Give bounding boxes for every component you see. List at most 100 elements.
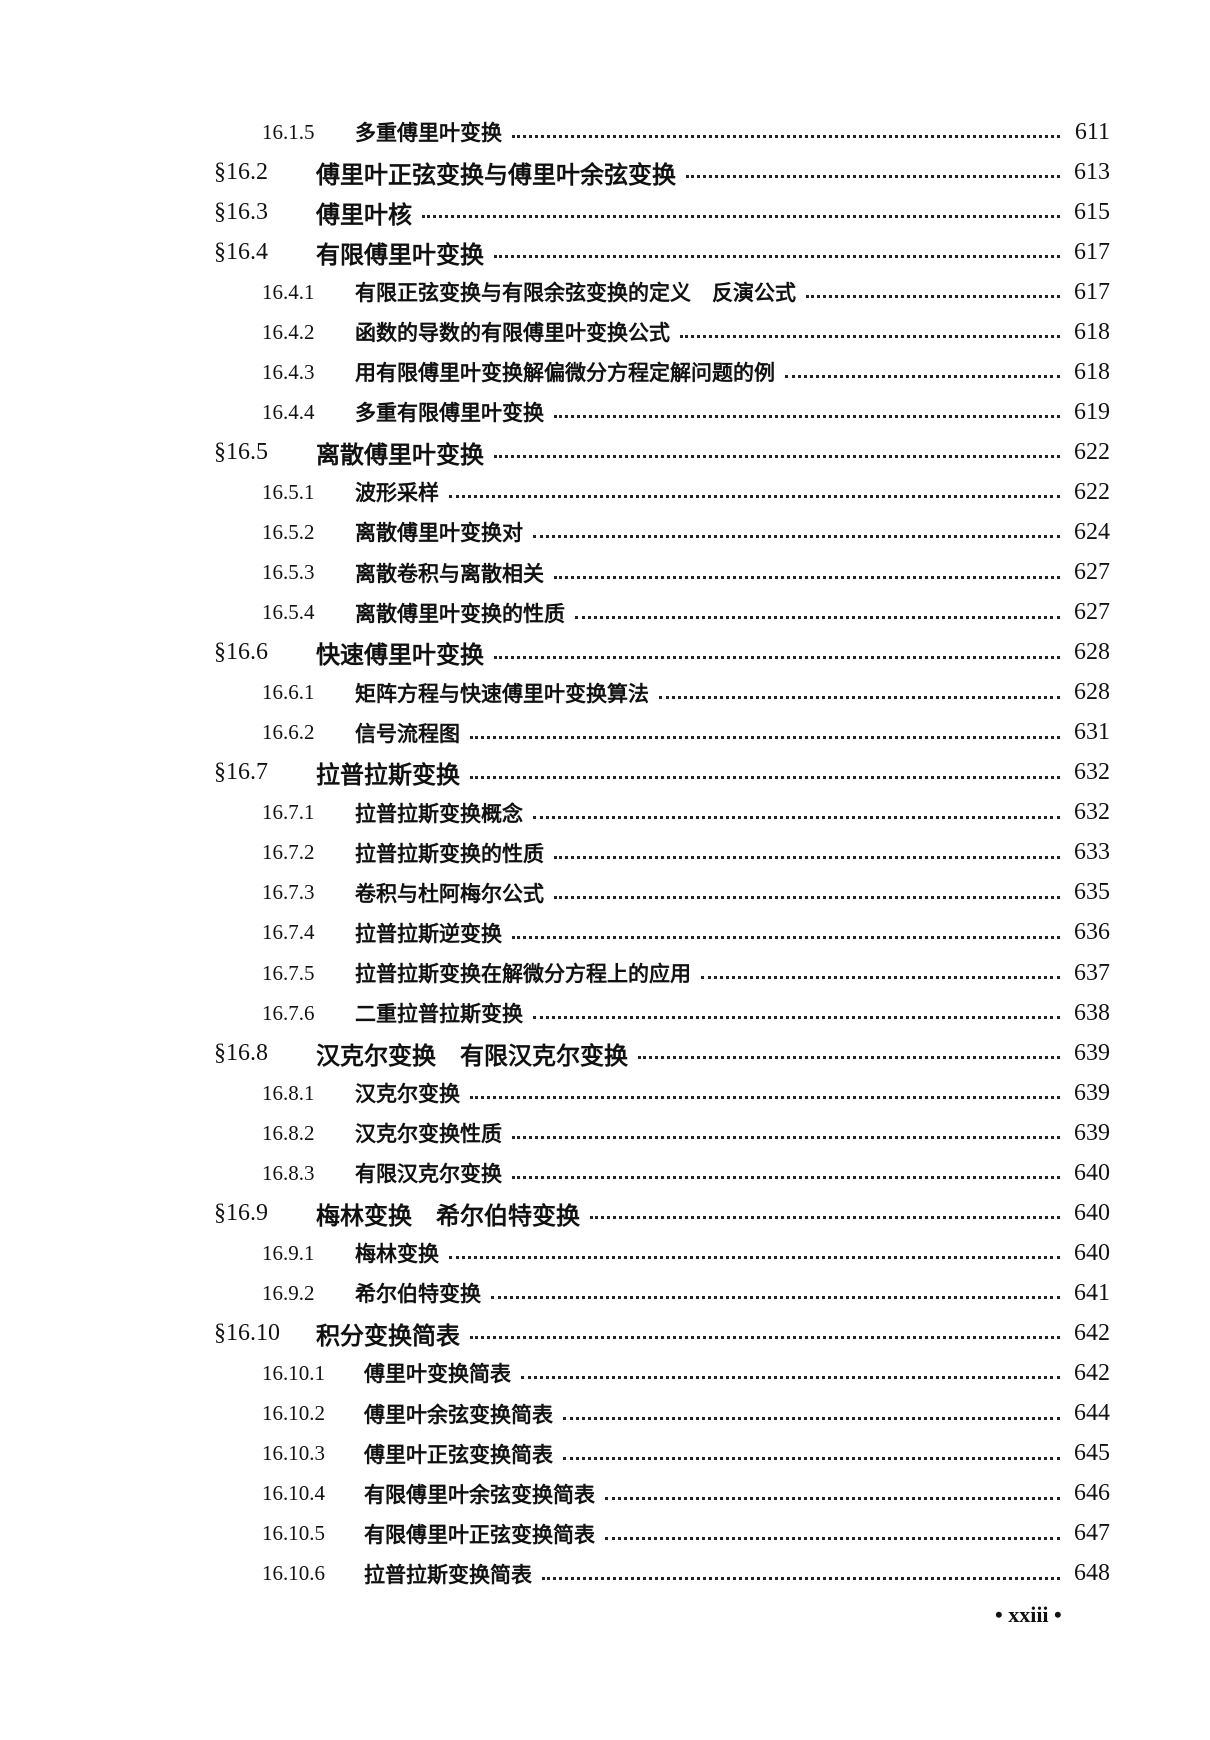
entry-title: 有限傅里叶余弦变换简表 [364,1481,595,1507]
toc-subsection-entry[interactable]: 16.7.1 拉普拉斯变换概念 632 [0,793,1210,833]
entry-title: 傅里叶核 [316,199,412,229]
toc-subsection-entry[interactable]: 16.9.1 梅林变换 640 [0,1233,1210,1273]
dot-leader [521,1375,1060,1380]
dot-leader [494,454,1060,459]
entry-title: 离散傅里叶变换 [316,439,484,469]
entry-number: 16.7.3 [262,880,315,905]
dot-leader [806,294,1060,299]
entry-page-number: 637 [1074,959,1110,986]
toc-section-entry[interactable]: §16.10 积分变换简表 642 [0,1313,1210,1353]
dot-leader [449,1255,1060,1260]
entry-number: 16.4.3 [262,359,315,384]
entry-title: 有限正弦变换与有限余弦变换的定义 反演公式 [355,280,796,306]
toc-subsection-entry[interactable]: 16.10.5 有限傅里叶正弦变换简表 647 [0,1514,1210,1554]
toc-subsection-entry[interactable]: 16.7.5 拉普拉斯变换在解微分方程上的应用 637 [0,953,1210,993]
toc-subsection-entry[interactable]: 16.8.3 有限汉克尔变换 640 [0,1153,1210,1193]
dot-leader [563,1456,1060,1460]
page-number-footer: • xxiii • [995,1602,1062,1627]
toc-subsection-entry[interactable]: 16.8.1 汉克尔变换 639 [0,1073,1210,1113]
entry-number: 16.9.2 [262,1280,315,1305]
toc-subsection-entry[interactable]: 16.4.3 用有限傅里叶变换解偏微分方程定解问题的例 618 [0,352,1210,392]
toc-subsection-entry[interactable]: 16.8.2 汉克尔变换性质 639 [0,1113,1210,1153]
toc-subsection-entry[interactable]: 16.5.3 离散卷积与离散相关 627 [0,553,1210,593]
entry-number: 16.1.5 [262,119,315,144]
entry-page-number: 627 [1074,599,1110,626]
entry-number: 16.10.4 [262,1481,325,1506]
entry-title: 波形采样 [355,480,439,506]
entry-page-number: 631 [1074,719,1110,746]
toc-section-entry[interactable]: §16.8 汉克尔变换 有限汉克尔变换 639 [0,1033,1210,1073]
toc-subsection-entry[interactable]: 16.10.2 傅里叶余弦变换简表 644 [0,1394,1210,1434]
toc-subsection-entry[interactable]: 16.10.1 傅里叶变换简表 642 [0,1353,1210,1393]
entry-title: 离散傅里叶变换的性质 [355,600,565,626]
entry-page-number: 632 [1074,799,1110,826]
toc-section-entry[interactable]: §16.6 快速傅里叶变换 628 [0,633,1210,673]
toc-subsection-entry[interactable]: 16.1.5 多重傅里叶变换 611 [0,112,1210,152]
toc-subsection-entry[interactable]: 16.7.6 二重拉普拉斯变换 638 [0,993,1210,1033]
toc-subsection-entry[interactable]: 16.4.1 有限正弦变换与有限余弦变换的定义 反演公式 617 [0,272,1210,312]
entry-number: 16.8.1 [262,1080,315,1105]
entry-page-number: 617 [1074,238,1110,265]
entry-page-number: 642 [1074,1319,1110,1346]
dot-leader [470,735,1060,739]
toc-subsection-entry[interactable]: 16.4.4 多重有限傅里叶变换 619 [0,392,1210,432]
dot-leader [701,975,1060,979]
entry-title: 傅里叶正弦变换与傅里叶余弦变换 [316,159,676,189]
entry-number: 16.4.2 [262,319,315,344]
toc-subsection-entry[interactable]: 16.5.2 离散傅里叶变换对 624 [0,512,1210,552]
entry-number: 16.6.1 [262,680,315,705]
toc-subsection-entry[interactable]: 16.5.1 波形采样 622 [0,472,1210,512]
toc-section-entry[interactable]: §16.7 拉普拉斯变换 632 [0,753,1210,793]
toc-subsection-entry[interactable]: 16.6.1 矩阵方程与快速傅里叶变换算法 628 [0,673,1210,713]
entry-title: 梅林变换 希尔伯特变换 [316,1200,580,1230]
toc-subsection-entry[interactable]: 16.10.3 傅里叶正弦变换简表 645 [0,1434,1210,1474]
entry-page-number: 640 [1074,1159,1110,1186]
toc-subsection-entry[interactable]: 16.10.6 拉普拉斯变换简表 648 [0,1554,1210,1594]
dot-leader [533,534,1060,539]
dot-leader [680,334,1060,339]
toc-subsection-entry[interactable]: 16.9.2 希尔伯特变换 641 [0,1273,1210,1313]
entry-title: 拉普拉斯变换在解微分方程上的应用 [355,961,691,986]
entry-number: §16.4 [214,238,268,265]
entry-title: 拉普拉斯变换概念 [355,800,523,826]
toc-section-entry[interactable]: §16.9 梅林变换 希尔伯特变换 640 [0,1193,1210,1233]
entry-title: 傅里叶正弦变换简表 [364,1441,553,1467]
entry-number: 16.5.1 [262,479,315,504]
toc-section-entry[interactable]: §16.4 有限傅里叶变换 617 [0,232,1210,272]
entry-page-number: 640 [1074,1239,1110,1266]
entry-page-number: 627 [1074,559,1110,586]
toc-subsection-entry[interactable]: 16.7.4 拉普拉斯逆变换 636 [0,913,1210,953]
toc-subsection-entry[interactable]: 16.10.4 有限傅里叶余弦变换简表 646 [0,1474,1210,1514]
dot-leader [605,1536,1060,1540]
toc-section-entry[interactable]: §16.2 傅里叶正弦变换与傅里叶余弦变换 613 [0,152,1210,192]
entry-title: 卷积与杜阿梅尔公式 [355,880,544,906]
entry-number: 16.8.2 [262,1120,315,1145]
entry-number: 16.10.5 [262,1521,325,1546]
entry-page-number: 611 [1074,118,1110,145]
entry-title: 多重傅里叶变换 [355,120,502,146]
entry-page-number: 619 [1074,398,1110,425]
entry-title: 有限汉克尔变换 [355,1161,502,1187]
entry-number: 16.7.1 [262,800,315,825]
toc-subsection-entry[interactable]: 16.4.2 函数的导数的有限傅里叶变换公式 618 [0,312,1210,352]
dot-leader [590,1215,1060,1220]
toc-subsection-entry[interactable]: 16.6.2 信号流程图 631 [0,713,1210,753]
toc-subsection-entry[interactable]: 16.7.3 卷积与杜阿梅尔公式 635 [0,873,1210,913]
entry-page-number: 624 [1074,518,1110,545]
entry-number: 16.7.6 [262,1000,315,1025]
toc-subsection-entry[interactable]: 16.7.2 拉普拉斯变换的性质 633 [0,833,1210,873]
entry-number: §16.2 [214,158,268,185]
entry-number: 16.6.2 [262,720,315,745]
dot-leader [554,895,1060,899]
toc-section-entry[interactable]: §16.3 傅里叶核 615 [0,192,1210,232]
entry-title: 多重有限傅里叶变换 [355,400,544,426]
entry-title: 信号流程图 [355,720,460,746]
entry-page-number: 617 [1074,278,1110,305]
toc-subsection-entry[interactable]: 16.5.4 离散傅里叶变换的性质 627 [0,593,1210,633]
entry-page-number: 636 [1074,919,1110,946]
dot-leader [554,855,1060,859]
entry-page-number: 638 [1074,999,1110,1026]
dot-leader [554,575,1060,579]
entry-number: 16.10.6 [262,1561,325,1586]
toc-section-entry[interactable]: §16.5 离散傅里叶变换 622 [0,432,1210,472]
